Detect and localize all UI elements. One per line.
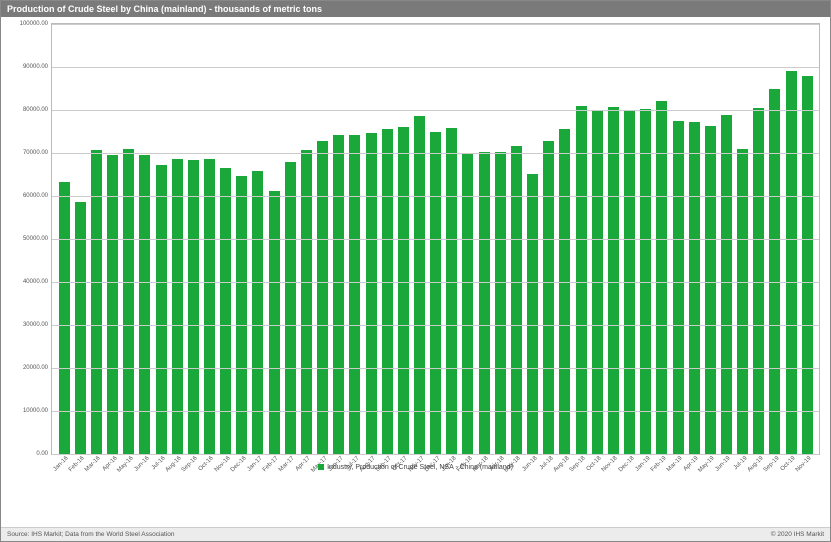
bar <box>204 159 215 454</box>
bar <box>414 116 425 454</box>
bar <box>317 141 328 454</box>
bar <box>673 121 684 454</box>
bar <box>172 159 183 454</box>
gridline <box>52 239 819 240</box>
y-tick-label: 20000.00 <box>23 365 52 371</box>
y-tick-label: 90000.00 <box>23 64 52 70</box>
gridline <box>52 282 819 283</box>
bar <box>769 89 780 455</box>
y-tick-label: 80000.00 <box>23 107 52 113</box>
bar <box>495 152 506 454</box>
footer: Source: IHS Markit; Data from the World … <box>1 527 830 541</box>
legend: Industry, Production of Crude Steel, NSA… <box>7 464 824 471</box>
gridline <box>52 110 819 111</box>
y-tick-label: 100000.00 <box>20 21 52 27</box>
legend-label: Industry, Production of Crude Steel, NSA… <box>327 464 513 471</box>
bar <box>382 129 393 455</box>
bar <box>107 155 118 454</box>
y-tick-label: 10000.00 <box>23 408 52 414</box>
bar <box>446 128 457 454</box>
y-tick-label: 40000.00 <box>23 279 52 285</box>
y-tick-label: 70000.00 <box>23 150 52 156</box>
bar <box>479 152 490 454</box>
copyright-text: © 2020 IHS Markit <box>771 531 824 538</box>
bar <box>349 135 360 454</box>
bar <box>576 106 587 454</box>
chart-title: Production of Crude Steel by China (main… <box>1 1 830 17</box>
bar <box>737 149 748 454</box>
gridline <box>52 325 819 326</box>
bar <box>236 176 247 454</box>
y-tick-label: 50000.00 <box>23 236 52 242</box>
gridline <box>52 67 819 68</box>
bar <box>462 153 473 454</box>
bar <box>721 115 732 454</box>
bar <box>366 133 377 454</box>
gridline <box>52 454 819 455</box>
bar <box>543 141 554 454</box>
chart-area: Jan-16Feb-16Mar-16Apr-16May-16Jun-16Jul-… <box>7 19 824 511</box>
bar <box>802 76 813 454</box>
bar <box>608 107 619 454</box>
bar <box>398 127 409 454</box>
bar <box>59 182 70 454</box>
bar <box>705 126 716 454</box>
gridline <box>52 196 819 197</box>
source-text: Source: IHS Markit; Data from the World … <box>7 531 175 538</box>
bar <box>689 122 700 454</box>
gridline <box>52 24 819 25</box>
plot-area: Jan-16Feb-16Mar-16Apr-16May-16Jun-16Jul-… <box>51 23 820 455</box>
y-tick-label: 0.00 <box>36 451 52 457</box>
bar <box>75 202 86 454</box>
bar <box>188 160 199 454</box>
gridline <box>52 153 819 154</box>
bar <box>139 155 150 454</box>
bar <box>123 149 134 454</box>
legend-swatch <box>318 464 324 470</box>
bar <box>786 71 797 454</box>
bar <box>269 191 280 454</box>
chart-container: Production of Crude Steel by China (main… <box>0 0 831 542</box>
y-tick-label: 60000.00 <box>23 193 52 199</box>
gridline <box>52 368 819 369</box>
gridline <box>52 411 819 412</box>
bar <box>333 135 344 454</box>
bar <box>430 132 441 454</box>
bar <box>511 146 522 454</box>
bar <box>559 129 570 454</box>
y-tick-label: 30000.00 <box>23 322 52 328</box>
